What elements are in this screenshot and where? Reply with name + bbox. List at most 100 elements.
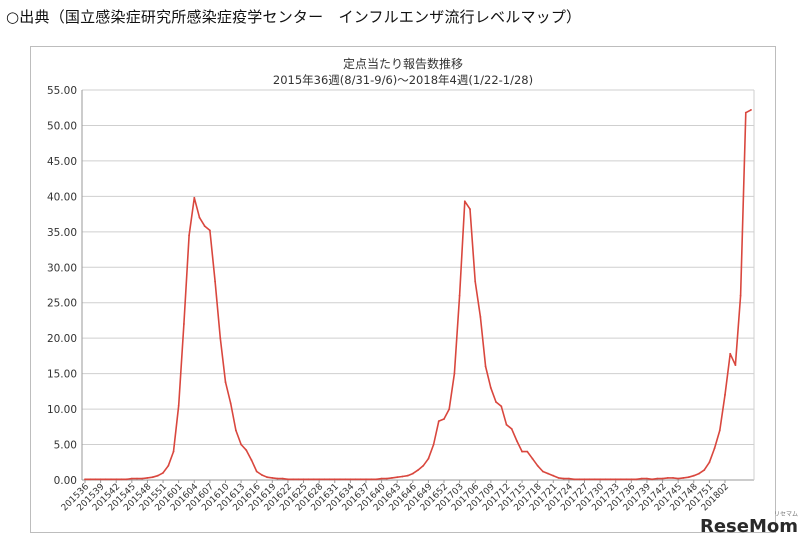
y-tick-label: 0.00 [54,475,77,487]
data-point [713,447,716,449]
data-point [744,111,747,114]
data-point [661,477,664,480]
y-tick-label: 25.00 [47,298,77,310]
data-point [734,364,737,366]
data-point [172,450,175,453]
data-point [292,478,294,481]
chart-title: 定点当たり報告数推移 [343,56,463,71]
data-point [458,294,461,297]
resemom-logo-text: ReseMom [699,516,798,537]
data-point [505,423,508,426]
y-tick-label: 30.00 [47,262,77,274]
chart-frame: 0.00 5.00 10.00 15.00 20.00 25.00 30.00 35.00 40… [30,46,776,533]
data-point [167,464,170,467]
data-point [235,429,237,432]
data-point [209,229,211,232]
data-point [255,470,258,473]
data-point [692,474,695,477]
data-point [432,443,435,446]
data-point [391,477,393,479]
data-point [646,477,648,480]
data-point [630,478,633,481]
data-point [578,478,581,481]
data-point [89,478,92,481]
data-point [229,402,232,405]
data-point [677,477,680,480]
data-point [125,478,128,481]
data-point [323,478,326,481]
y-tick-label: 45.00 [47,156,77,168]
data-point [156,474,159,477]
y-tick-label: 40.00 [47,191,77,203]
data-point [214,280,217,283]
data-point [193,196,196,199]
data-point [703,469,706,471]
data-point [708,461,711,464]
data-point [307,478,310,481]
plot-series [84,109,752,481]
data-point [724,394,726,396]
data-point [401,475,404,478]
data-point [651,478,653,481]
line-chart: 0.00 5.00 10.00 15.00 20.00 25.00 30.00 35.00 40… [47,56,755,513]
data-point [625,478,627,481]
data-point [349,478,352,481]
data-point [240,443,243,446]
data-point [542,470,544,473]
data-point [136,477,138,480]
y-tick-label: 5.00 [54,440,77,452]
data-point [635,478,638,481]
data-point [463,200,466,203]
data-point [318,478,320,481]
data-point [479,316,482,318]
data-point [516,440,518,442]
axes [81,90,755,481]
data-point [339,478,341,481]
data-point [562,477,565,480]
data-point [489,386,492,389]
data-point [380,477,383,480]
data-point [500,405,503,408]
data-point [510,428,513,430]
data-point [385,477,388,480]
resemom-logo-sub: リセマム [773,511,798,518]
data-point [495,401,497,403]
data-point [115,478,118,481]
data-point [375,478,378,481]
data-point [365,478,367,481]
data-point [666,477,669,479]
data-point [297,478,300,481]
grid-lines [82,89,754,446]
data-point [177,404,180,407]
data-point [313,478,315,481]
data-point [448,408,451,410]
data-point [422,464,425,467]
data-point [261,474,263,476]
data-point [739,294,742,297]
data-point [484,365,487,368]
data-point [354,478,357,481]
y-tick-labels: 0.00 5.00 10.00 15.00 20.00 25.00 30.00 35.00 40… [47,85,77,487]
data-point [198,216,201,219]
data-point [271,477,274,479]
data-point [614,478,617,481]
y-tick-label: 35.00 [47,227,77,239]
data-point [110,478,112,481]
data-point [266,476,268,479]
data-point [411,472,414,475]
data-point [573,478,575,481]
data-point [417,469,419,471]
data-point [219,337,222,340]
data-point [188,234,191,237]
y-tick-label: 55.00 [47,85,77,97]
data-point [427,457,430,460]
data-point [406,474,409,477]
data-point [183,323,185,325]
data-point [474,280,477,283]
data-point [552,474,555,477]
data-point [640,477,643,480]
data-point [672,477,674,479]
data-point [594,478,596,481]
data-point [547,472,549,475]
data-point [583,478,586,481]
